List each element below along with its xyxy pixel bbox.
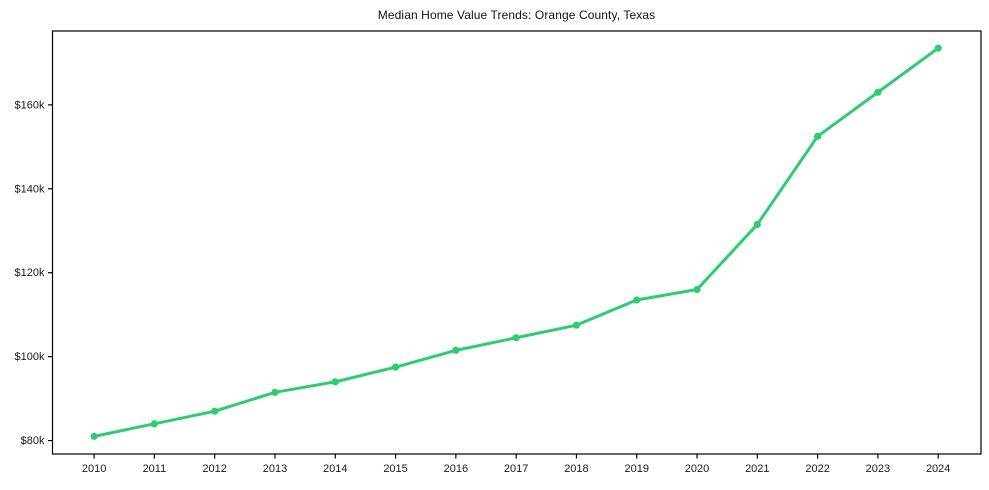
data-point: [874, 88, 882, 96]
data-point: [452, 346, 460, 354]
x-tick-label: 2010: [82, 463, 106, 475]
x-tick-label: 2021: [745, 463, 769, 475]
x-tick-label: 2016: [444, 463, 468, 475]
data-point: [934, 44, 942, 52]
data-point: [572, 321, 581, 329]
data-point: [271, 388, 279, 396]
data-point: [814, 132, 822, 140]
data-point: [512, 334, 520, 342]
data-point: [753, 220, 761, 229]
x-tick-label: 2024: [926, 463, 950, 475]
data-point: [150, 420, 158, 428]
data-point: [90, 432, 98, 440]
x-tick-label: 2013: [263, 463, 287, 475]
y-tick-label: $160k: [15, 99, 45, 111]
y-tick-label: $120k: [15, 267, 45, 279]
y-tick-label: $100k: [15, 351, 45, 363]
x-tick-label: 2020: [685, 463, 709, 475]
data-point: [391, 363, 400, 371]
plot-frame: [51, 30, 982, 455]
x-tick-label: 2012: [202, 463, 226, 475]
data-point: [211, 407, 219, 415]
chart-title: Median Home Value Trends: Orange County,…: [377, 8, 656, 22]
x-tick-label: 2022: [805, 463, 829, 475]
x-tick-label: 2017: [504, 463, 528, 475]
x-tick-label: 2011: [143, 463, 167, 475]
data-point: [633, 296, 641, 304]
x-tick-label: 2019: [624, 463, 648, 475]
x-tick-label: 2014: [323, 463, 347, 475]
y-tick-label: $80k: [21, 435, 45, 447]
y-tick-label: $140k: [15, 183, 45, 195]
data-point: [693, 285, 701, 294]
x-tick-label: 2018: [564, 463, 588, 475]
x-tick-label: 2015: [383, 463, 407, 475]
x-tick-label: 2023: [866, 463, 890, 475]
data-point: [331, 378, 339, 386]
